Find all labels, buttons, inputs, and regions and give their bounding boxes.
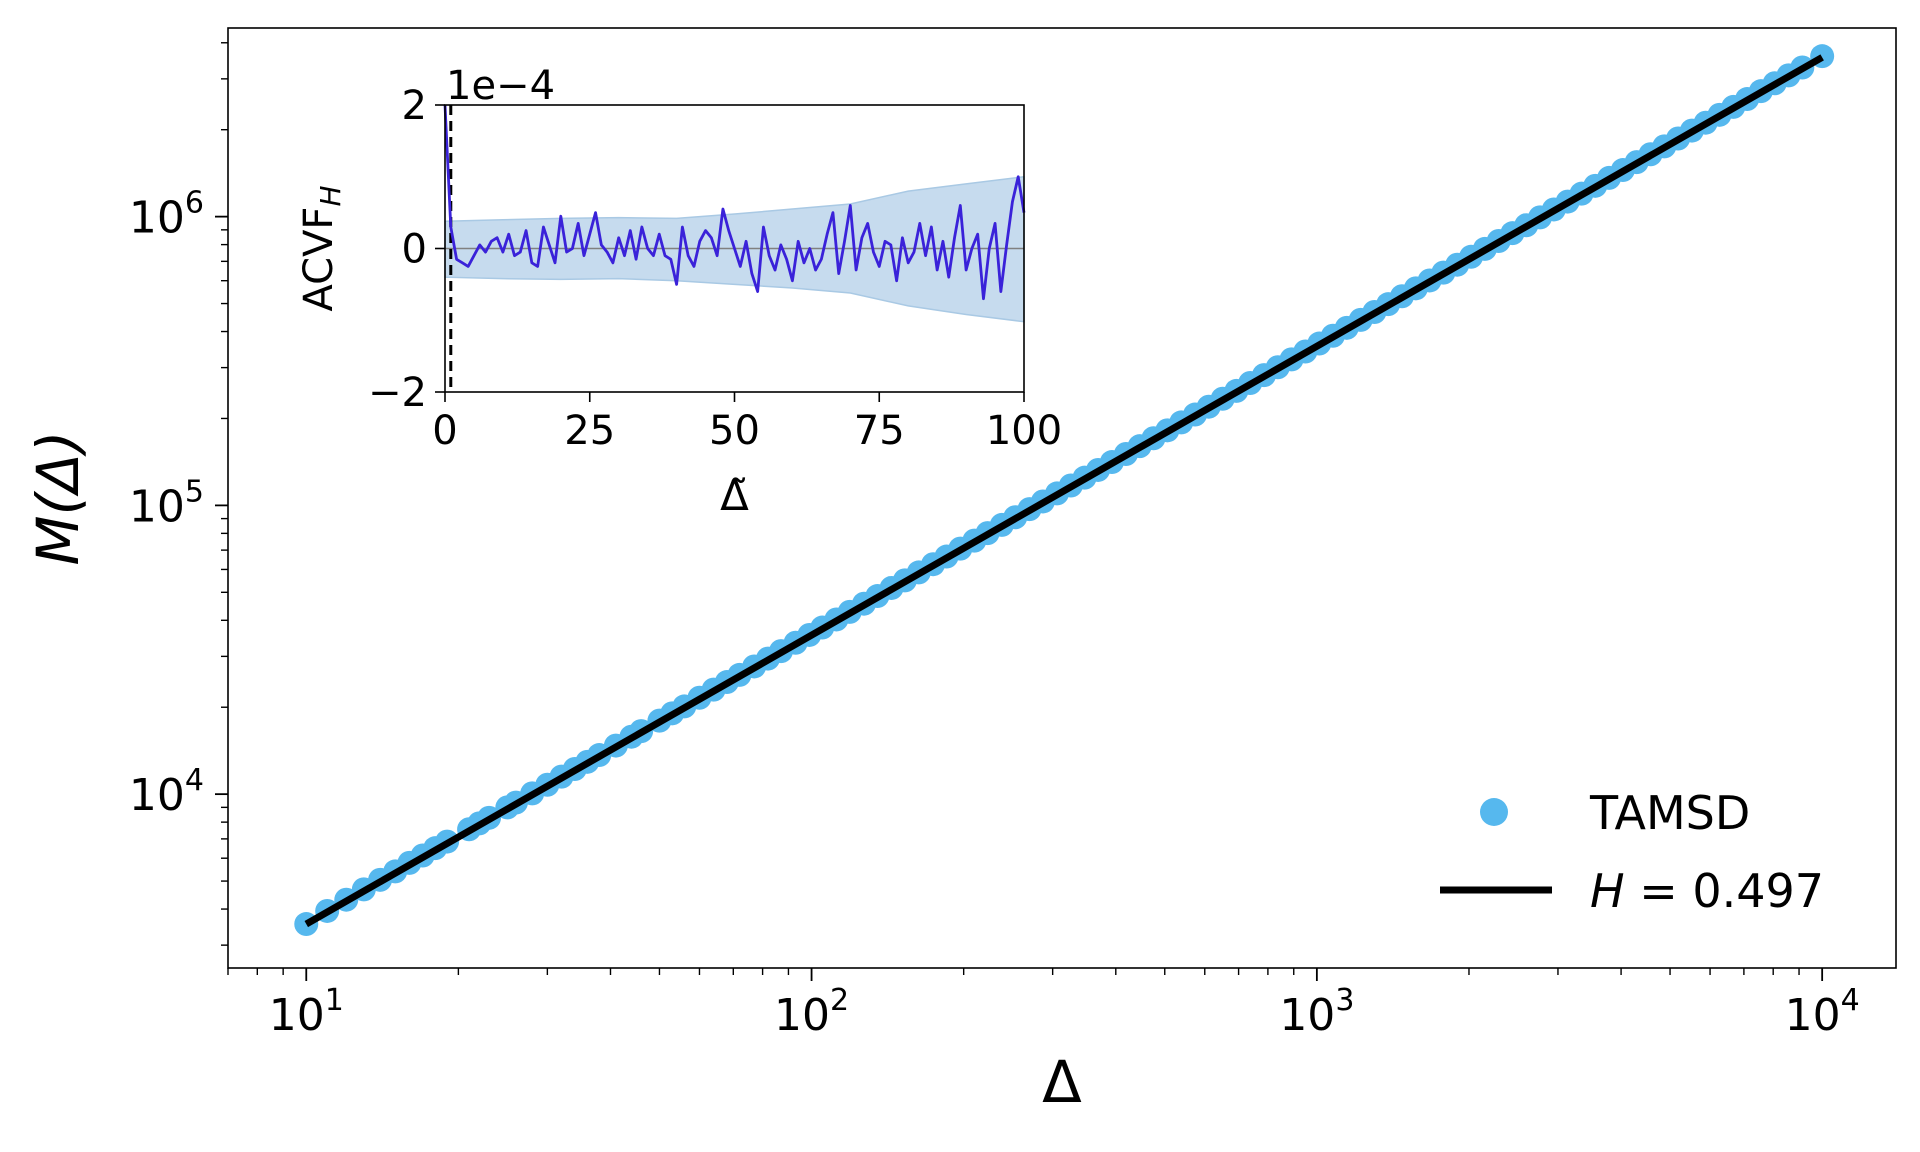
y-tick-label: 105	[129, 474, 204, 532]
main-major-ticks: 101 102 103 104 104 105 106	[129, 186, 1860, 1041]
legend-label-fit: H = 0.497	[1590, 864, 1824, 918]
inset-offset-label: 1e−4	[446, 63, 555, 109]
legend-label-tamsd: TAMSD	[1589, 786, 1750, 840]
x-tick-label: 101	[269, 983, 344, 1041]
legend-marker-tamsd	[1480, 798, 1508, 826]
inset-y-axis-label: ACVFH	[296, 185, 347, 311]
main-plot-frame	[227, 27, 1897, 969]
inset-x-tick-label: 100	[986, 408, 1062, 454]
main-minor-ticks	[221, 42, 1800, 975]
inset-y-tick-label: 2	[402, 83, 427, 129]
x-tick-label: 104	[1785, 983, 1860, 1041]
inset-y-tick-label: 0	[402, 227, 427, 273]
inset-frame	[444, 104, 1025, 393]
inset-x-tick-label: 25	[564, 408, 615, 454]
inset-x-tick-label: 0	[432, 408, 457, 454]
y-tick-label: 106	[129, 186, 204, 244]
inset-plot: 0 25 50 75 100−202 1e−4 Δ̃ ACVFH	[296, 63, 1062, 520]
inset-x-axis-label: Δ̃	[720, 471, 749, 520]
x-tick-label: 102	[774, 983, 849, 1041]
legend: TAMSD H = 0.497	[1440, 786, 1824, 918]
main-plot: 101 102 103 104 104 105 106	[129, 27, 1897, 1041]
inset-ticks: 0 25 50 75 100−202	[368, 83, 1062, 454]
acvf-line	[443, 104, 1026, 301]
main-x-axis-label: Δ	[1042, 1048, 1082, 1116]
main-y-axis-label: M(Δ)	[24, 431, 92, 566]
inset-x-tick-label: 75	[854, 408, 905, 454]
inset-x-tick-label: 50	[709, 408, 760, 454]
fit-line	[304, 54, 1824, 928]
inset-y-tick-label: −2	[368, 370, 427, 416]
x-tick-label: 103	[1279, 983, 1354, 1041]
y-tick-label: 104	[129, 763, 204, 821]
